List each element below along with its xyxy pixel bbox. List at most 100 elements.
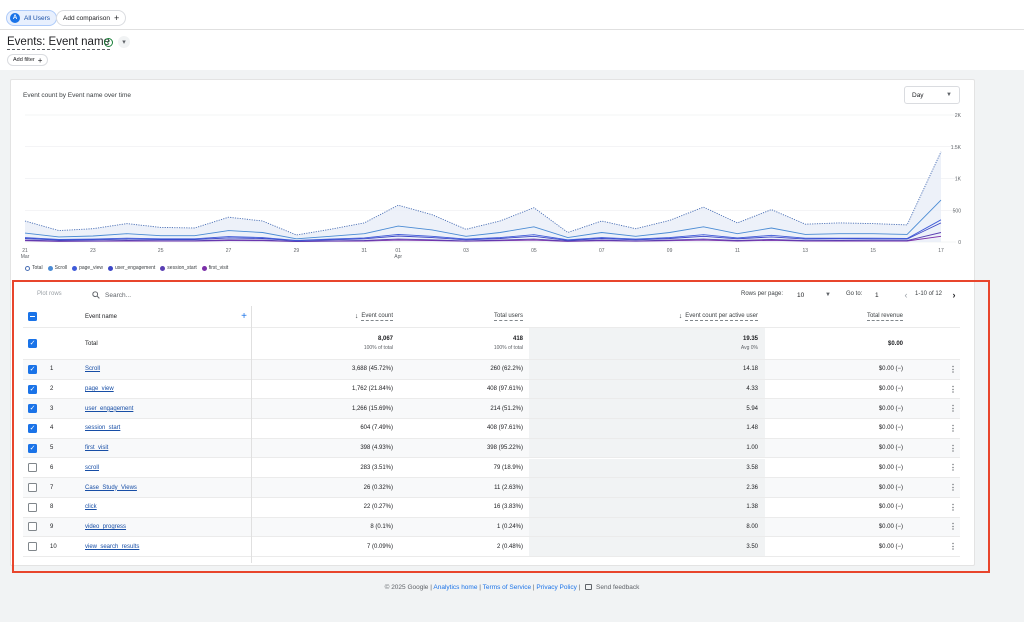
privacy-link[interactable]: Privacy Policy	[536, 584, 577, 591]
header-revenue[interactable]: Total revenue	[866, 312, 903, 321]
event-count-cell: 398 (4.93%)	[360, 445, 393, 452]
search-input[interactable]: Search...	[92, 288, 242, 302]
row-index: 1	[50, 366, 54, 373]
legend-item[interactable]: first_visit	[201, 265, 228, 271]
all-users-chip[interactable]: A All Users	[6, 10, 58, 26]
event-count-cell: 1,266 (15.69%)	[351, 405, 393, 412]
more-vert-icon[interactable]: ⋮	[949, 483, 957, 493]
chevron-down-icon[interactable]: ▾	[118, 36, 130, 48]
totals-users-sub: 100% of total	[493, 345, 523, 351]
y-tick-label: 1.5K	[951, 145, 962, 151]
table-row[interactable]: 9 video_progress 8 (0.1%) 1 (0.24%) 8.00 $0.0…	[23, 517, 960, 538]
series-line-session_start	[24, 232, 942, 242]
row-index: 10	[50, 543, 57, 550]
event-name-link[interactable]: page_view	[85, 386, 114, 393]
add-filter-label: Add filter	[13, 57, 35, 63]
table-row[interactable]: ✓ 4 session_start 604 (7.49%) 408 (97.61%) 1.…	[23, 419, 960, 439]
more-vert-icon[interactable]: ⋮	[949, 384, 957, 394]
more-vert-icon[interactable]: ⋮	[949, 502, 957, 512]
goto-input[interactable]: 1	[875, 291, 879, 299]
total-users-cell: 260 (62.2%)	[490, 366, 523, 373]
table-row[interactable]: 10 view_search_results 7 (0.09%) 2 (0.48%) 3…	[23, 537, 960, 557]
legend-dot	[47, 265, 53, 271]
table-row[interactable]: ✓ 1 Scroll 3,688 (45.72%) 260 (62.2%) 14.18 $0…	[23, 360, 960, 380]
table-row[interactable]: 6 scroll 283 (3.51%) 79 (18.9%) 3.58 $0.00 (−…	[23, 458, 960, 479]
add-comparison-button[interactable]: Add comparison +	[56, 10, 127, 26]
copyright: © 2025 Google |	[384, 584, 432, 591]
row-checkbox[interactable]	[28, 522, 37, 532]
row-checkbox[interactable]: ✓	[28, 443, 37, 453]
legend-item[interactable]: page_view	[72, 265, 103, 271]
more-vert-icon[interactable]: ⋮	[949, 364, 957, 374]
row-checkbox[interactable]: ✓	[28, 423, 37, 433]
row-checkbox[interactable]: ✓	[28, 384, 37, 394]
add-dimension-icon[interactable]: +	[241, 311, 247, 322]
event-name-link[interactable]: click	[85, 504, 97, 511]
x-tick-label: 01	[395, 248, 401, 254]
event-name-link[interactable]: view_search_results	[85, 543, 140, 550]
header-total-users[interactable]: Total users	[493, 312, 523, 321]
row-checkbox[interactable]	[28, 483, 37, 493]
table-row[interactable]: 8 click 22 (0.27%) 16 (3.83%) 1.38 $0.00 (−) ⋮	[23, 497, 960, 518]
event-name-link[interactable]: first_visit	[85, 445, 109, 452]
row-checkbox[interactable]: ✓	[28, 404, 37, 414]
table-row[interactable]: ✓ 2 page_view 1,762 (21.84%) 408 (97.61%) 4.3…	[23, 379, 960, 400]
event-count-cell: 1,762 (21.84%)	[351, 386, 393, 393]
x-tick-label: 09	[667, 248, 673, 254]
event-name-link[interactable]: video_progress	[85, 523, 127, 530]
select-all-checkbox[interactable]	[28, 312, 37, 321]
event-name-link[interactable]: Scroll	[85, 366, 101, 373]
search-icon	[92, 291, 100, 299]
legend-item[interactable]: user_engagement	[107, 265, 155, 271]
total-users-cell: 2 (0.48%)	[496, 543, 523, 550]
row-checkbox[interactable]	[28, 463, 37, 473]
table-row[interactable]: ✓ 5 first_visit 398 (4.93%) 398 (95.22%) 1.00…	[23, 438, 960, 459]
header-per-user[interactable]: Event count per active user	[685, 312, 758, 321]
send-feedback-link[interactable]: Send feedback	[596, 584, 640, 591]
more-vert-icon[interactable]: ⋮	[949, 423, 957, 433]
legend-item[interactable]: session_start	[160, 265, 197, 271]
event-name-link[interactable]: session_start	[85, 425, 121, 432]
legend-item[interactable]: Scroll	[47, 265, 67, 271]
footer-sep: |	[578, 584, 581, 591]
page-title[interactable]: Events: Event name	[7, 36, 110, 50]
x-tick-label: 11	[735, 248, 740, 254]
row-checkbox[interactable]	[28, 542, 37, 552]
more-vert-icon[interactable]: ⋮	[949, 522, 957, 532]
legend-dot	[25, 265, 30, 271]
event-name-link[interactable]: scroll	[85, 464, 100, 471]
row-checkbox[interactable]	[28, 502, 37, 512]
totals-checkbox[interactable]: ✓	[28, 339, 37, 348]
table-row[interactable]: 7 Case_Study_Views 26 (0.32%) 11 (2.63%) 2.3…	[23, 478, 960, 498]
rows-per-page-select[interactable]: 10 ▼	[797, 288, 831, 302]
header-event-count[interactable]: Event count	[361, 312, 393, 321]
legend-dot	[72, 265, 78, 271]
terms-link[interactable]: Terms of Service	[482, 584, 532, 591]
more-vert-icon[interactable]: ⋮	[949, 463, 957, 473]
row-index: 5	[50, 445, 54, 452]
analytics-home-link[interactable]: Analytics home	[433, 584, 478, 591]
per-user-cell: 14.18	[742, 366, 758, 373]
row-index: 7	[50, 484, 54, 491]
next-page-icon[interactable]: ›	[952, 290, 956, 300]
header-event-name[interactable]: Event name	[85, 313, 118, 320]
legend-dot	[107, 265, 113, 271]
more-vert-icon[interactable]: ⋮	[949, 443, 957, 453]
prev-page-icon[interactable]: ‹	[904, 290, 908, 300]
x-tick-label: 05	[531, 248, 537, 254]
granularity-select[interactable]: Day ▼	[904, 86, 960, 104]
event-name-link[interactable]: user_engagement	[85, 405, 134, 412]
legend-item[interactable]: Total	[25, 265, 43, 271]
table-row[interactable]: ✓ 3 user_engagement 1,266 (15.69%) 214 (51.2…	[23, 399, 960, 420]
more-vert-icon[interactable]: ⋮	[949, 542, 957, 552]
chart-title: Event count by Event name over time	[23, 92, 132, 99]
event-name-link[interactable]: Case_Study_Views	[85, 484, 137, 491]
page-range: 1-10 of 12	[915, 291, 943, 297]
x-tick-label: 23	[90, 248, 96, 254]
plot-rows-button[interactable]: Plot rows	[37, 291, 62, 297]
row-index: 9	[50, 523, 54, 530]
add-filter-button[interactable]: Add filter +	[7, 54, 49, 66]
more-vert-icon[interactable]: ⋮	[949, 404, 957, 414]
row-checkbox[interactable]: ✓	[28, 364, 37, 374]
